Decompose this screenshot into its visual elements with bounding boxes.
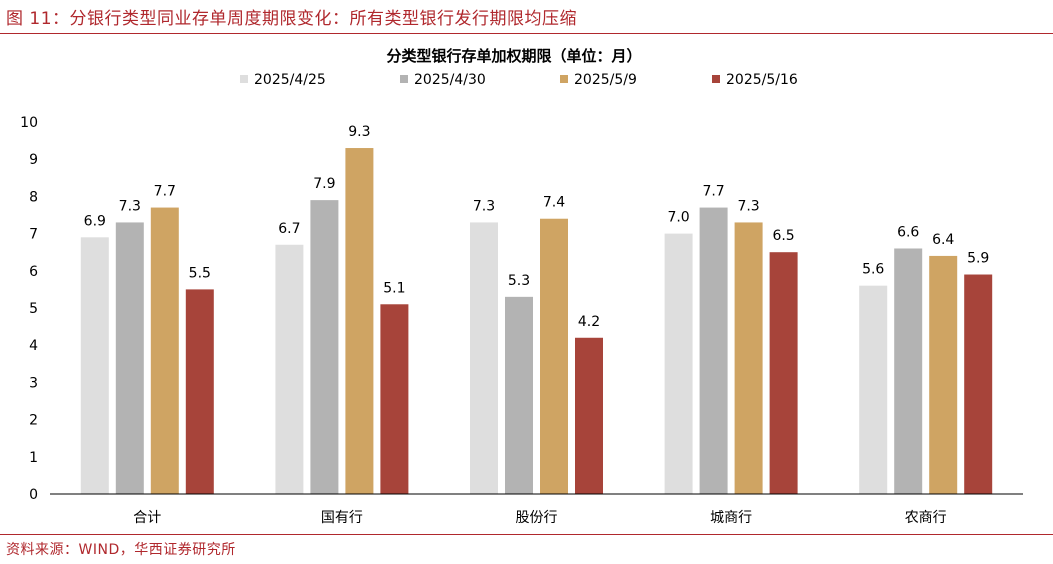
bar-value-label: 7.9 xyxy=(313,176,335,192)
bar-value-label: 6.4 xyxy=(932,232,954,248)
bar-value-label: 6.7 xyxy=(278,221,300,237)
legend-label: 2025/5/9 xyxy=(574,72,637,88)
bar xyxy=(275,244,304,494)
bar-value-label: 6.6 xyxy=(897,224,919,240)
y-tick-label: 5 xyxy=(29,301,38,317)
bar xyxy=(699,207,728,494)
bar-value-label: 7.3 xyxy=(737,198,759,214)
bar-value-label: 5.1 xyxy=(383,280,405,296)
bar xyxy=(115,222,144,494)
bar-value-label: 5.6 xyxy=(862,262,884,278)
y-tick-label: 7 xyxy=(29,227,38,243)
legend-label: 2025/4/25 xyxy=(254,72,326,88)
y-tick-label: 10 xyxy=(20,115,38,131)
bar xyxy=(769,252,798,494)
bar-value-label: 5.3 xyxy=(508,273,530,289)
bar xyxy=(964,274,993,494)
bar xyxy=(505,296,533,494)
x-category-label: 合计 xyxy=(133,510,161,526)
bar-value-label: 9.3 xyxy=(348,124,370,140)
bar xyxy=(150,207,179,494)
y-tick-label: 8 xyxy=(29,189,38,205)
legend-swatch xyxy=(240,75,248,83)
bar xyxy=(575,337,603,494)
bar xyxy=(664,233,693,494)
legend-label: 2025/5/16 xyxy=(726,72,798,88)
legend-label: 2025/4/30 xyxy=(414,72,486,88)
y-tick-label: 9 xyxy=(29,152,38,168)
bar-value-label: 6.5 xyxy=(772,228,794,244)
bar xyxy=(540,218,568,494)
bar xyxy=(470,222,498,494)
y-tick-label: 0 xyxy=(29,487,38,503)
bar xyxy=(80,237,109,494)
y-tick-label: 6 xyxy=(29,264,38,280)
bar-value-label: 7.3 xyxy=(119,198,141,214)
legend-swatch xyxy=(560,75,568,83)
chart-title: 分类型银行存单加权期限（单位：月） xyxy=(386,47,641,65)
bar-value-label: 7.7 xyxy=(154,184,176,200)
legend-swatch xyxy=(400,75,408,83)
bar xyxy=(929,255,958,494)
x-category-label: 国有行 xyxy=(321,510,363,526)
legend: 2025/4/25 2025/4/30 2025/5/9 2025/5/16 xyxy=(240,72,798,88)
top-divider xyxy=(0,33,1053,34)
bar-value-label: 5.5 xyxy=(189,265,211,281)
bar xyxy=(380,304,409,494)
bar-value-label: 7.4 xyxy=(543,195,565,211)
bars: 6.9 7.3 7.7 5.5 6.7 7.9 9.3 5.1 7.3 5.3 7.4 4.2 7.0 7… xyxy=(80,124,993,494)
bar-value-label: 4.2 xyxy=(578,314,600,330)
y-tick-label: 2 xyxy=(29,413,38,429)
bar xyxy=(734,222,763,494)
y-tick-label: 4 xyxy=(29,338,38,354)
bottom-divider xyxy=(0,534,1053,535)
bar-value-label: 5.9 xyxy=(967,251,989,267)
legend-swatch xyxy=(712,75,720,83)
bar-value-label: 6.9 xyxy=(84,213,106,229)
bar-value-label: 7.7 xyxy=(702,184,724,200)
x-category-label: 农商行 xyxy=(905,510,947,526)
bar xyxy=(894,248,923,494)
bar-value-label: 7.0 xyxy=(667,210,689,226)
y-tick-label: 3 xyxy=(29,375,38,391)
bar-chart: 分类型银行存单加权期限（单位：月） 2025/4/25 2025/4/30 2025… xyxy=(20,47,1023,526)
bar xyxy=(345,148,374,494)
figure-title: 图 11：分银行类型同业存单周度期限变化：所有类型银行发行期限均压缩 xyxy=(6,9,578,29)
bar-value-label: 7.3 xyxy=(473,198,495,214)
bar xyxy=(185,289,214,494)
source-note: 资料来源：WIND，华西证券研究所 xyxy=(6,542,236,558)
y-tick-label: 1 xyxy=(29,450,38,466)
x-axis: 合计 国有行 股份行 城商行 农商行 xyxy=(50,493,1023,526)
bar xyxy=(859,285,888,494)
x-category-label: 城商行 xyxy=(710,510,752,526)
y-axis: 0 1 2 3 4 5 6 7 8 9 10 xyxy=(20,115,38,503)
x-category-label: 股份行 xyxy=(516,510,558,526)
bar xyxy=(310,200,339,494)
